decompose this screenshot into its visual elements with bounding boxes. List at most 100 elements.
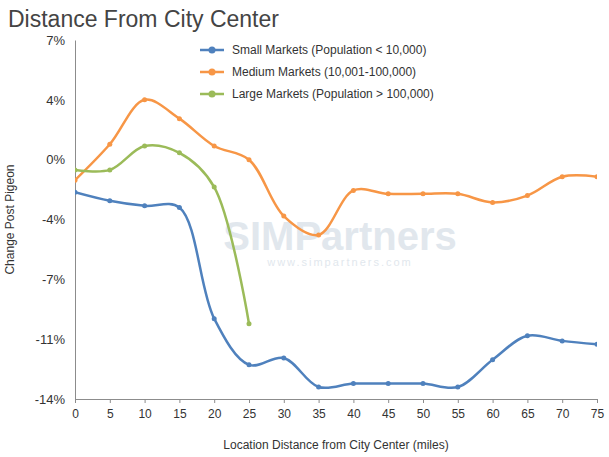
tick-label: -7%	[42, 272, 66, 287]
tick-mark	[249, 399, 250, 403]
legend-label: Small Markets (Population < 10,000)	[232, 43, 426, 57]
tick: 0	[72, 399, 79, 421]
legend-marker	[209, 47, 216, 54]
tick-mark	[597, 399, 598, 403]
point	[421, 191, 426, 196]
tick-label: 40	[347, 407, 361, 421]
point	[177, 205, 182, 210]
tick-label: 4%	[46, 92, 65, 107]
tick-label: 15	[173, 407, 187, 421]
tick-label: -11%	[36, 332, 66, 347]
point	[525, 333, 530, 338]
legend-marker	[209, 91, 216, 98]
point	[75, 178, 78, 183]
point	[560, 174, 565, 179]
tick-label: 35	[312, 407, 326, 421]
point	[75, 190, 78, 195]
tick-label: 45	[382, 407, 396, 421]
tick-mark	[493, 399, 494, 403]
tick: 35	[312, 399, 326, 421]
tick: -4%	[42, 212, 75, 227]
tick-mark	[284, 399, 285, 403]
point	[212, 316, 217, 321]
tick: 65	[521, 399, 535, 421]
point	[455, 191, 460, 196]
tick-label: 55	[452, 407, 466, 421]
tick: -11%	[36, 332, 75, 347]
chart: SIMPartnerswww.simpartners.com Distance F…	[0, 0, 609, 457]
point	[107, 142, 112, 147]
point	[421, 381, 426, 386]
tick: 25	[243, 399, 257, 421]
tick-mark	[319, 399, 320, 403]
tick-mark	[423, 399, 424, 403]
point	[386, 191, 391, 196]
legend-label: Large Markets (Population > 100,000)	[232, 87, 434, 101]
tick: 30	[278, 399, 292, 421]
x-axis-title: Location Distance from City Center (mile…	[223, 438, 448, 452]
series	[75, 97, 597, 237]
series-line	[75, 100, 597, 236]
tick: 75	[591, 399, 605, 421]
tick-label: -14%	[35, 392, 66, 407]
tick: 15	[173, 399, 187, 421]
point	[351, 381, 356, 386]
tick: 10	[138, 399, 152, 421]
point	[212, 185, 217, 190]
point	[490, 357, 495, 362]
series-line	[75, 145, 249, 324]
tick-label: 50	[417, 407, 431, 421]
tick: 60	[486, 399, 500, 421]
point	[595, 174, 598, 179]
legend-label: Medium Markets (10,001-100,000)	[232, 65, 416, 79]
point	[177, 150, 182, 155]
point	[281, 355, 286, 360]
legend: Small Markets (Population < 10,000) Mediu…	[200, 43, 434, 101]
x-axis: 0 5 10 15 20 25 30 35 40 45 50 55 60 65 70 75	[72, 399, 604, 421]
tick: 5	[107, 399, 114, 421]
tick-mark	[179, 399, 180, 403]
point	[247, 362, 252, 367]
point	[247, 321, 252, 326]
tick-mark	[145, 399, 146, 403]
tick-mark	[458, 399, 459, 403]
tick-label: 20	[208, 407, 222, 421]
tick-mark	[353, 399, 354, 403]
tick-label: 0%	[46, 152, 65, 167]
tick: 4%	[46, 92, 75, 107]
tick-mark	[388, 399, 389, 403]
tick-label: 0	[72, 407, 79, 421]
point	[107, 167, 112, 172]
point	[595, 342, 598, 347]
point	[386, 381, 391, 386]
tick: 55	[452, 399, 466, 421]
point	[560, 338, 565, 343]
watermark-text: www.simpartners.com	[266, 256, 413, 268]
tick-label: 5	[107, 407, 114, 421]
point	[490, 200, 495, 205]
tick: 0%	[46, 152, 75, 167]
tick: 50	[417, 399, 431, 421]
title: Distance From City Center	[8, 6, 279, 32]
series	[75, 190, 597, 390]
y-axis-title: Change Post Pigeon	[3, 164, 17, 274]
tick-label: 65	[521, 407, 535, 421]
point	[75, 167, 78, 172]
tick: 45	[382, 399, 396, 421]
legend-entry: Small Markets (Population < 10,000)	[200, 43, 426, 57]
point	[177, 116, 182, 121]
point	[247, 157, 252, 162]
watermark-text: SIMPartners	[223, 214, 456, 258]
tick-label: 10	[138, 407, 152, 421]
point	[281, 214, 286, 219]
legend-entry: Large Markets (Population > 100,000)	[200, 87, 434, 101]
tick-label: 7%	[46, 33, 65, 48]
plot-area	[75, 97, 597, 389]
tick-mark	[562, 399, 563, 403]
tick-mark	[110, 399, 111, 403]
tick-mark	[75, 399, 76, 403]
tick: 70	[556, 399, 570, 421]
tick: 7%	[46, 33, 75, 48]
point	[142, 143, 147, 148]
legend-entry: Medium Markets (10,001-100,000)	[200, 65, 416, 79]
